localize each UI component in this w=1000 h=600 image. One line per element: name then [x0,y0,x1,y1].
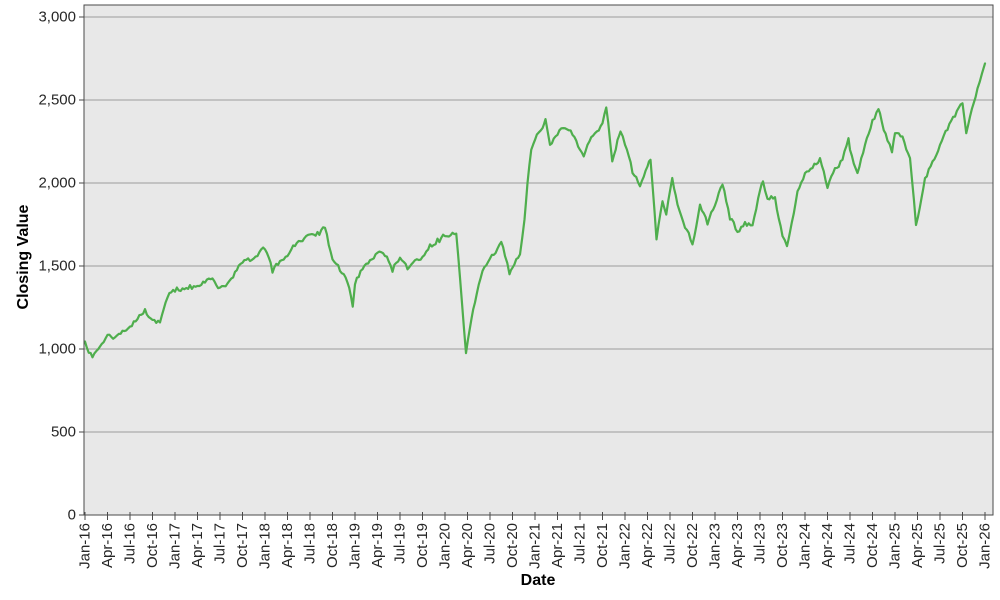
x-tick-label: Jan-17 [167,523,184,569]
x-tick-label: Apr-21 [549,523,566,568]
x-tick-label: Jan-23 [707,523,724,569]
x-tick-label: Apr-20 [459,523,476,568]
x-tick-label: Jul-24 [842,523,859,564]
x-tick-label: Oct-20 [504,523,521,568]
x-tick-label: Apr-22 [639,523,656,568]
x-tick-label: Oct-25 [954,523,971,568]
y-tick-label: 1,000 [38,341,76,358]
y-tick-label: 0 [68,507,76,524]
x-tick-label: Oct-17 [234,523,251,568]
x-tick-label: Jul-23 [752,523,769,564]
series-line [83,62,987,359]
x-tick-label: Jul-22 [662,523,679,564]
x-tick-label: Jan-24 [797,523,814,569]
x-tick-label: Oct-22 [684,523,701,568]
y-tick-label: 3,000 [38,9,76,26]
x-tick-label: Jan-16 [77,523,94,569]
x-tick-label: Apr-25 [909,523,926,568]
x-tick-label: Jul-18 [302,523,319,564]
x-axis-title: Date [520,572,556,589]
x-tick-label: Jan-19 [347,523,364,569]
x-tick-label: Jul-17 [212,523,229,564]
x-tick-label: Jul-21 [572,523,589,564]
x-tick-label: Oct-18 [324,523,341,568]
x-tick-label: Apr-18 [279,523,296,568]
plot-background [84,5,993,515]
x-tick-label: Jul-20 [482,523,499,564]
plot-border [83,4,994,516]
y-tick-label: 2,000 [38,175,76,192]
x-tick-label: Apr-24 [819,523,836,568]
y-tick-label: 500 [51,424,76,441]
x-tick-label: Oct-23 [774,523,791,568]
x-tick-label: Apr-16 [99,523,116,568]
x-tick-label: Oct-21 [594,523,611,568]
x-tick-label: Jan-25 [887,523,904,569]
x-tick-label: Jan-20 [437,523,454,569]
y-tick-label: 2,500 [38,92,76,109]
x-tick-label: Oct-24 [864,523,881,568]
x-tick-label: Jul-25 [932,523,949,564]
x-tick-label: Jan-26 [977,523,994,569]
x-tick-label: Jan-21 [527,523,544,569]
x-tick-label: Apr-23 [729,523,746,568]
x-tick-label: Jul-16 [122,523,139,564]
y-axis-title: Closing Value [15,204,32,310]
x-tick-label: Apr-17 [189,523,206,568]
x-tick-label: Jul-19 [392,523,409,564]
x-tick-label: Oct-16 [144,523,161,568]
x-tick-label: Jan-18 [257,523,274,569]
x-tick-label: Apr-19 [369,523,386,568]
y-tick-label: 1,500 [38,258,76,275]
x-tick-label: Jan-22 [617,523,634,569]
x-tick-label: Oct-19 [414,523,431,568]
